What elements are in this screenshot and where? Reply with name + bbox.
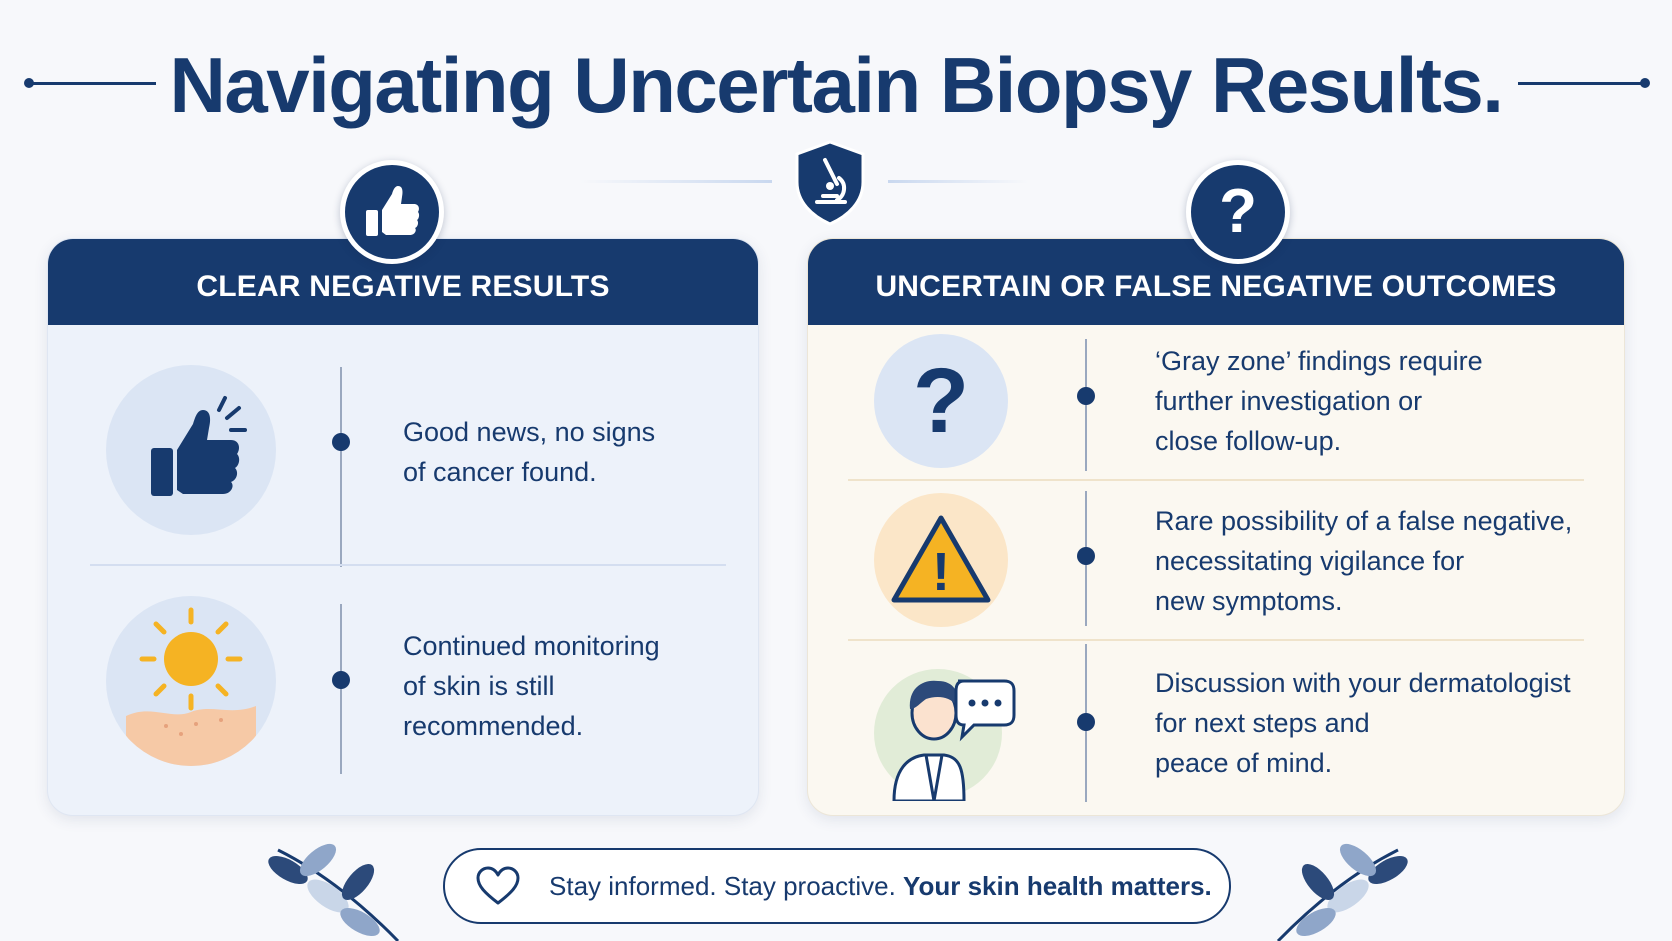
row-divider: [848, 479, 1584, 481]
row-divider: [848, 639, 1584, 641]
timeline-dot: [1077, 713, 1095, 731]
uncertain-outcomes-panel: UNCERTAIN OR FALSE NEGATIVE OUTCOMES ? ‘…: [807, 238, 1625, 816]
timeline-line: [340, 604, 342, 774]
center-rule-left: [580, 180, 772, 183]
footer-text-regular: Stay informed. Stay proactive.: [549, 870, 904, 901]
page-title: Navigating Uncertain Biopsy Results.: [169, 40, 1504, 129]
row-divider: [90, 564, 726, 566]
timeline-dot: [1077, 547, 1095, 565]
thumbs-up-icon: [340, 160, 444, 264]
clear-negative-item-1-text: Good news, no signs of cancer found.: [403, 412, 655, 492]
text-line: Rare possibility of a false negative,: [1155, 506, 1573, 536]
text-line: ‘Gray zone’ findings require: [1155, 346, 1483, 376]
text-line: Good news, no signs: [403, 417, 656, 447]
footer-text-bold: Your skin health matters.: [903, 870, 1212, 901]
warning-glyph: !: [932, 542, 950, 602]
title-decoration-left: [24, 78, 156, 88]
timeline-dot: [332, 671, 350, 689]
timeline-dot: [332, 433, 350, 451]
text-line: further investigation or: [1155, 386, 1423, 416]
text-line: Continued monitoring: [403, 631, 660, 661]
text-line: recommended.: [403, 711, 584, 741]
text-line: of skin is still: [403, 671, 555, 701]
sun-skin-icon: [106, 596, 276, 766]
warning-triangle-icon: !: [874, 493, 1008, 627]
thumbs-up-icon: [106, 365, 276, 535]
leaf-decoration-right-icon: [1258, 840, 1428, 941]
heart-icon: [476, 866, 520, 905]
text-line: peace of mind.: [1155, 748, 1333, 778]
uncertain-item-3-text: Discussion with your dermatologist for n…: [1155, 663, 1571, 783]
text-line: for next steps and: [1155, 708, 1370, 738]
uncertain-item-2-text: Rare possibility of a false negative, ne…: [1155, 501, 1572, 621]
question-mark-icon: ?: [874, 334, 1008, 468]
doctor-speech-icon: [864, 651, 1018, 801]
question-mark-icon: ?: [1186, 160, 1290, 264]
clear-negative-panel: CLEAR NEGATIVE RESULTS Good news, no sig…: [47, 238, 759, 816]
timeline-line: [1085, 339, 1087, 471]
leaf-decoration-left-icon: [248, 840, 418, 941]
badge-question-glyph: ?: [1219, 177, 1257, 246]
text-line: Discussion with your dermatologist: [1155, 668, 1571, 698]
text-line: necessitating vigilance for: [1155, 546, 1465, 576]
footer-banner: Stay informed. Stay proactive. Your skin…: [443, 848, 1231, 924]
clear-negative-item-2-text: Continued monitoring of skin is still re…: [403, 626, 660, 746]
text-line: close follow-up.: [1155, 426, 1342, 456]
question-glyph: ?: [912, 350, 970, 452]
title-wrapper: Navigating Uncertain Biopsy Results.: [0, 30, 1672, 140]
center-rule-right: [888, 180, 1028, 183]
timeline-dot: [1077, 387, 1095, 405]
footer-text: Stay informed. Stay proactive. Your skin…: [549, 871, 1212, 902]
title-decoration-right: [1518, 78, 1650, 88]
microscope-shield-icon: [793, 140, 867, 226]
text-line: new symptoms.: [1155, 586, 1343, 616]
text-line: of cancer found.: [403, 457, 597, 487]
timeline-line: [340, 367, 342, 567]
uncertain-item-1-text: ‘Gray zone’ findings require further inv…: [1155, 341, 1483, 461]
